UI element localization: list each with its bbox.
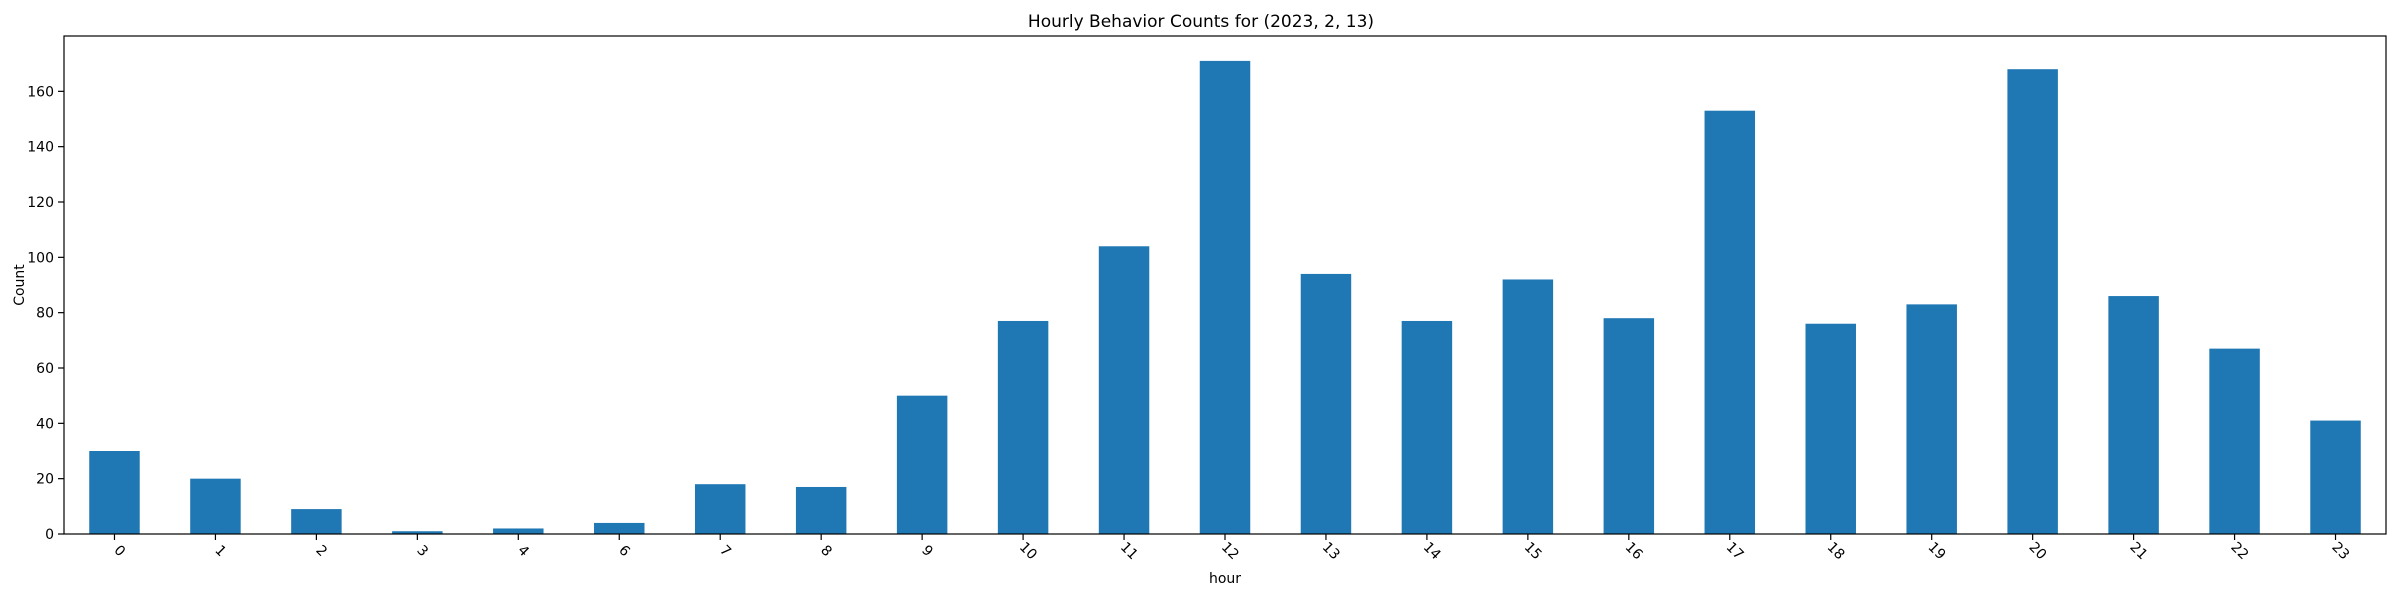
x-tick-label: 9 [918, 542, 936, 560]
y-tick-label: 60 [36, 361, 54, 377]
bar-hour-20 [2007, 69, 2058, 534]
x-tick-label: 23 [2328, 539, 2352, 563]
x-tick-label: 11 [1117, 539, 1141, 563]
bars-group [89, 60, 2361, 535]
bar-hour-23 [2310, 420, 2361, 534]
x-axis-label: hour [1209, 571, 1241, 587]
bar-hour-15 [1502, 279, 1554, 534]
bar-hour-16 [1603, 318, 1655, 534]
chart-title: Hourly Behavior Counts for (2023, 2, 13) [1028, 12, 1374, 32]
bar-hour-17 [1704, 110, 1756, 534]
y-tick-label: 40 [36, 416, 54, 432]
bar-hour-10 [997, 320, 1049, 534]
x-tick-label: 10 [1016, 539, 1040, 563]
bar-hour-19 [1906, 304, 1957, 534]
bar-hour-0 [89, 451, 140, 534]
x-tick-label: 0 [110, 542, 128, 560]
bar-hour-13 [1300, 273, 1352, 534]
bar-hour-2 [291, 509, 342, 534]
x-tick-label: 20 [2026, 539, 2050, 563]
bar-hour-14 [1401, 320, 1453, 534]
x-tick-label: 17 [1723, 539, 1747, 563]
plot-frame [63, 35, 2387, 535]
x-tick-label: 12 [1218, 539, 1242, 563]
bar-hour-3 [392, 531, 443, 534]
x-tick-label: 3 [413, 542, 431, 560]
x-tick-label: 13 [1319, 539, 1343, 563]
x-tick-label: 14 [1420, 539, 1444, 563]
bar-hour-21 [2108, 296, 2159, 534]
x-tick-label: 6 [615, 542, 633, 560]
bar-hour-6 [594, 522, 645, 534]
bar-hour-18 [1805, 323, 1856, 534]
bar-hour-9 [896, 395, 948, 534]
y-tick-label: 160 [27, 84, 54, 100]
x-tick-label: 18 [1824, 539, 1848, 563]
x-tick-label: 8 [817, 542, 835, 560]
x-tick-label: 15 [1521, 539, 1545, 563]
x-tick-label: 21 [2126, 539, 2150, 563]
y-tick-label: 140 [27, 140, 54, 156]
x-tick-label: 1 [211, 542, 229, 560]
y-axis: 0 20 40 60 80 100 120 140 160 [27, 84, 64, 543]
y-tick-label: 20 [36, 472, 54, 488]
bar-hour-12 [1199, 60, 1251, 535]
bar-hour-1 [190, 478, 241, 534]
bar-hour-11 [1098, 246, 1150, 534]
y-tick-label: 0 [45, 527, 54, 543]
x-tick-label: 7 [716, 542, 734, 560]
x-axis: 0 1 2 3 4 6 7 8 9 10 11 12 13 14 15 16 17 18 19 20 21 22 23 [110, 534, 2352, 563]
bar-hour-22 [2209, 348, 2260, 534]
x-tick-label: 19 [1925, 539, 1949, 563]
bar-hour-7 [694, 484, 746, 534]
y-tick-label: 120 [27, 195, 54, 211]
x-tick-label: 2 [312, 542, 330, 560]
bar-hour-4 [493, 528, 544, 534]
x-tick-label: 22 [2227, 539, 2251, 563]
x-tick-label: 4 [514, 542, 532, 560]
bar-hour-8 [795, 486, 847, 534]
y-tick-label: 100 [27, 250, 54, 266]
y-axis-label: Count [12, 264, 28, 306]
x-tick-label: 16 [1622, 539, 1646, 563]
y-tick-label: 80 [36, 306, 54, 322]
